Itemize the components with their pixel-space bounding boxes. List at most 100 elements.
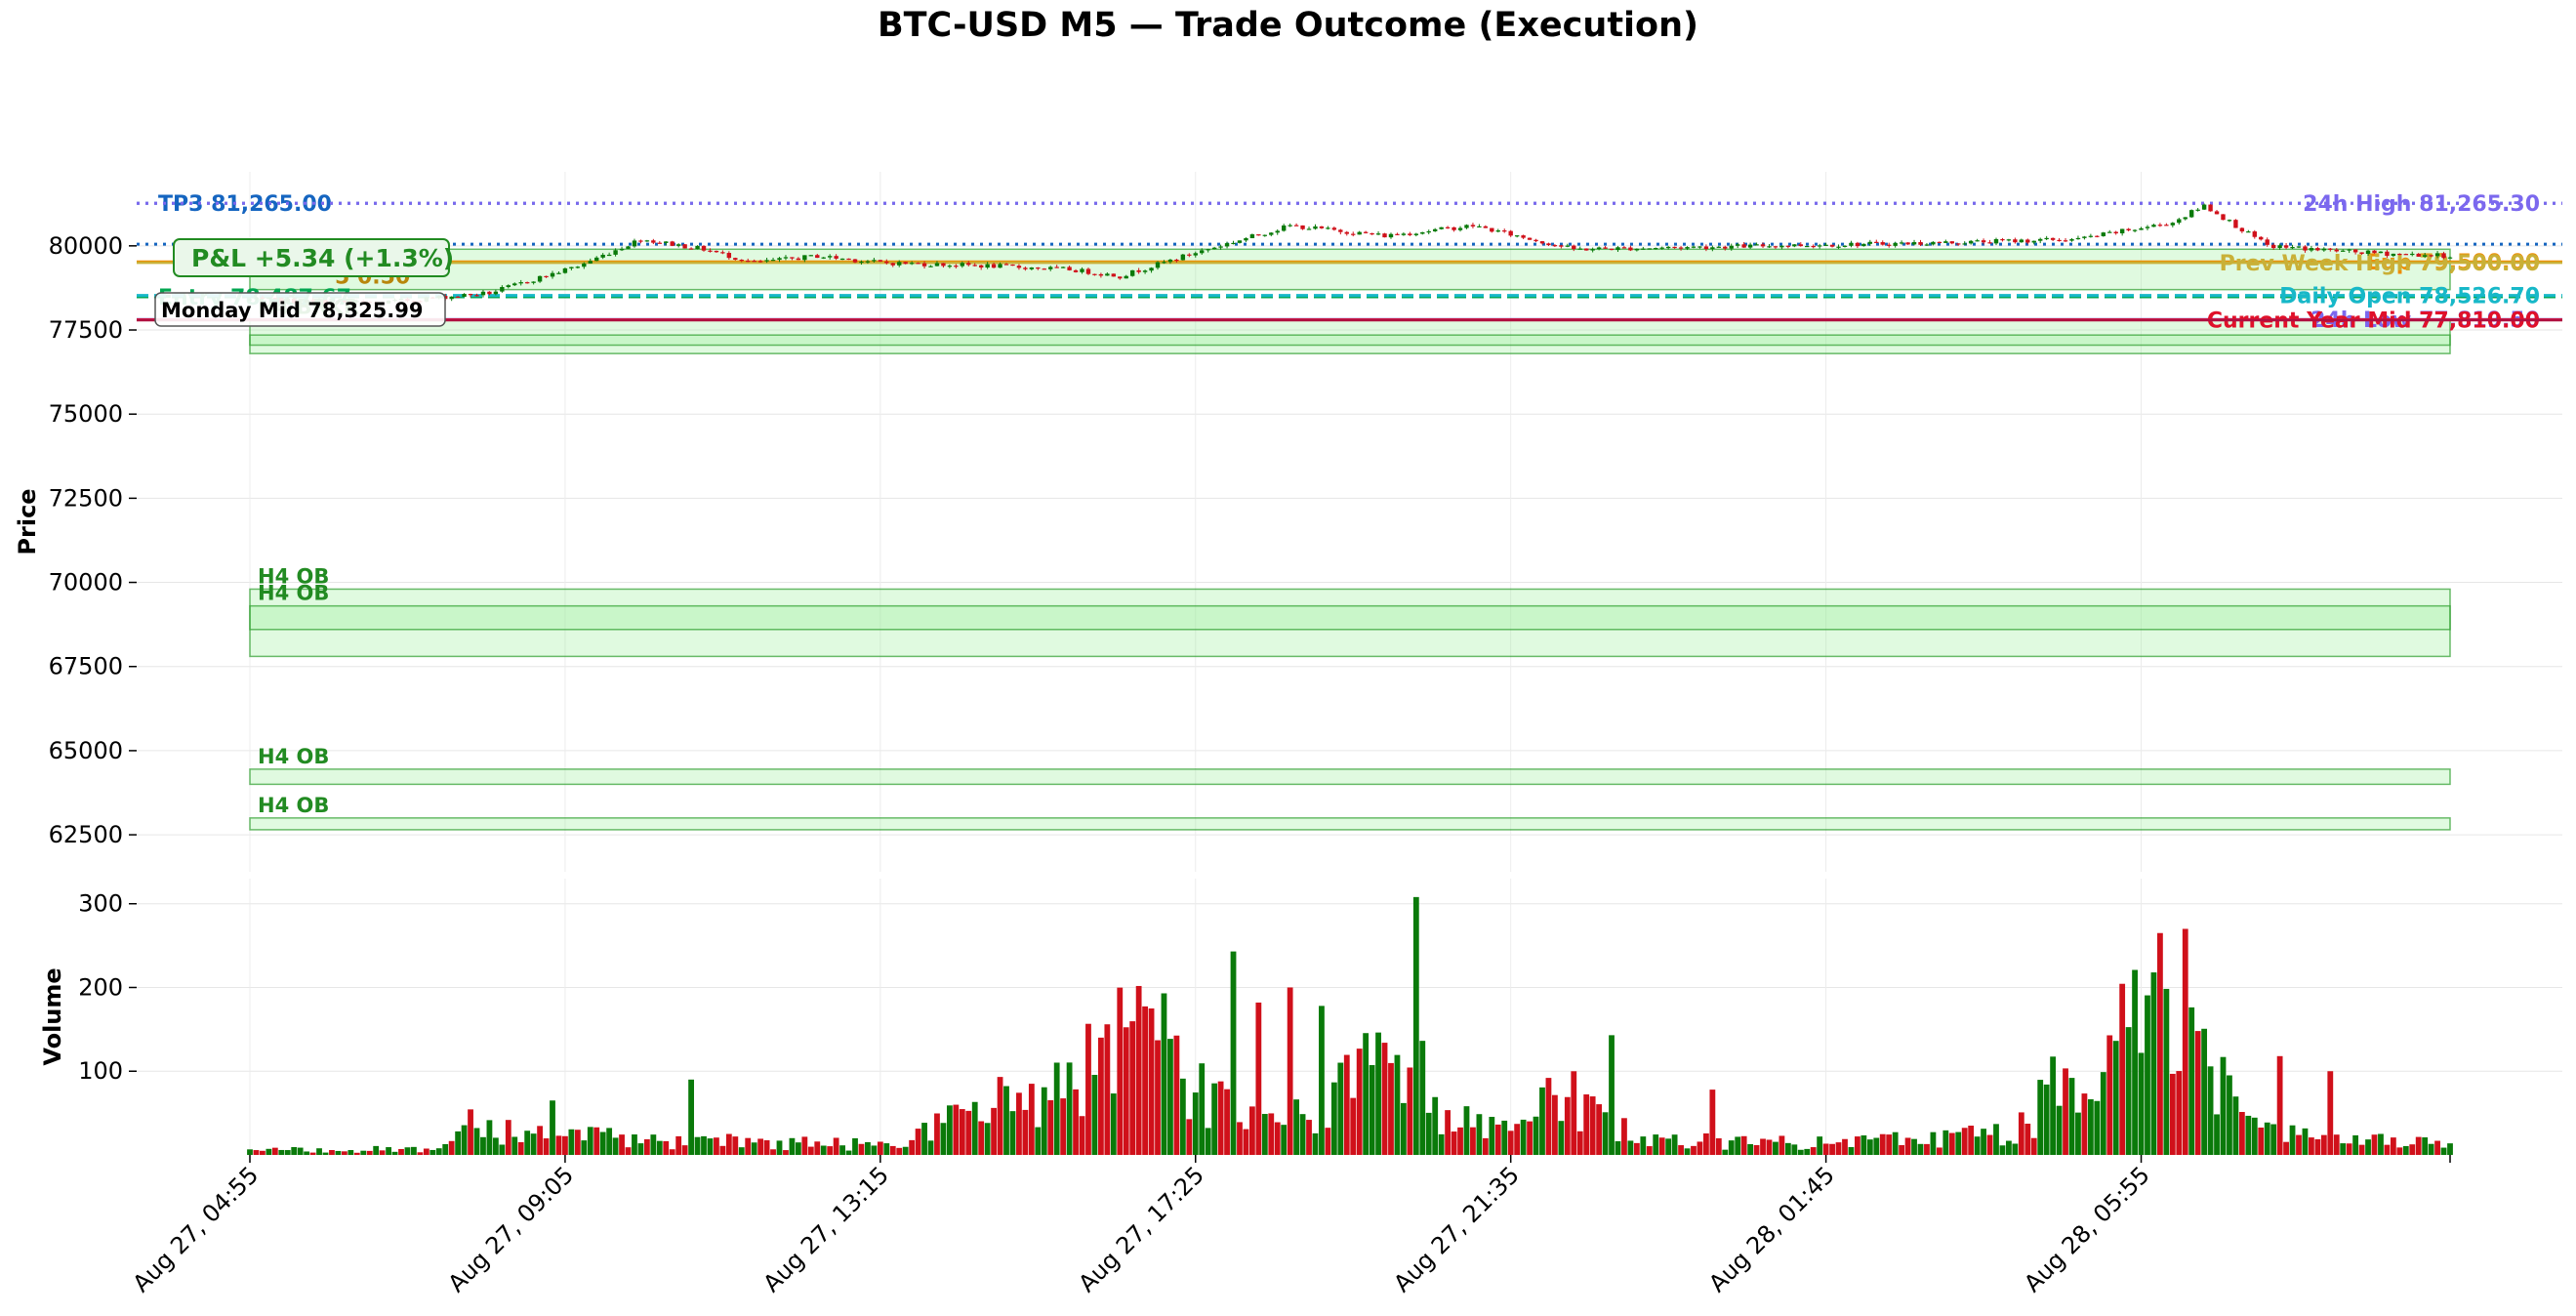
candle-body [1861, 243, 1866, 247]
candle-body [1363, 231, 1369, 233]
volume-bar [877, 1141, 883, 1155]
volume-bar [2112, 1041, 2119, 1155]
x-tick-label: Aug 28, 01:45 [1703, 1161, 1840, 1297]
candle-body [714, 250, 719, 253]
volume-bar [1407, 1067, 1413, 1155]
candle-body [1490, 227, 1494, 232]
volume-bar [2214, 1114, 2220, 1155]
volume-bar [978, 1121, 985, 1155]
candle-body [2283, 245, 2289, 248]
candle-body [1237, 240, 1243, 243]
candle-body [985, 264, 990, 268]
volume-bar [543, 1138, 550, 1155]
x-tick-label: Aug 27, 17:25 [1073, 1161, 1209, 1297]
candle-body [2434, 253, 2440, 257]
volume-bar [1085, 1023, 1091, 1155]
zone-rect [249, 248, 2451, 291]
volume-bar [1866, 1139, 1873, 1155]
candle-body [1798, 244, 1803, 247]
candle-body [2328, 248, 2333, 250]
candle-body [1836, 246, 1841, 248]
y-tick-label: 77500 [49, 316, 123, 344]
candle-body [1918, 242, 1923, 245]
candle-body [1596, 247, 1602, 250]
candle-body [2119, 228, 2125, 234]
volume-bar [2068, 1078, 2075, 1155]
volume-tick-label: 100 [78, 1057, 123, 1085]
candle-body [954, 266, 959, 267]
volume-bar [770, 1149, 776, 1155]
volume-bar [1822, 1143, 1829, 1155]
candle-body [1155, 262, 1161, 268]
volume-bar [2309, 1137, 2314, 1155]
candle-body [1981, 240, 1986, 243]
candle-body [733, 258, 738, 261]
volume-bar [934, 1113, 940, 1155]
volume-bar [965, 1110, 972, 1155]
volume-bar [404, 1147, 411, 1155]
y-tick-label: 67500 [49, 653, 123, 680]
price-grid [137, 172, 2562, 872]
volume-bar [1319, 1006, 1325, 1155]
volume-bar [499, 1144, 506, 1155]
candle-body [1716, 246, 1722, 248]
candle-body [1331, 227, 1337, 230]
volume-bar [2270, 1124, 2277, 1155]
volume-bar [2030, 1137, 2037, 1155]
candle-body [2359, 252, 2364, 255]
volume-bar [1009, 1111, 1016, 1155]
volume-bar [455, 1131, 462, 1155]
volume-bar [2176, 1071, 2183, 1155]
y-tick-label: 80000 [49, 232, 123, 260]
candle-body [872, 260, 877, 262]
candle-body [1029, 267, 1035, 269]
candle-body [921, 263, 927, 267]
volume-bar [1293, 1099, 1300, 1155]
candle-body [2290, 247, 2295, 249]
volume-bar [2201, 1028, 2208, 1155]
volume-bar [329, 1150, 335, 1155]
volume-bar [1576, 1131, 1583, 1155]
volume-bar [1678, 1145, 1684, 1155]
candle-body [1244, 237, 1248, 241]
volume-bar [461, 1125, 468, 1155]
candle-body [2113, 231, 2118, 234]
volume-bar [1551, 1094, 1558, 1155]
volume-bar [1457, 1127, 1463, 1155]
candle-body [582, 263, 587, 267]
volume-bar [304, 1151, 310, 1155]
candle-body [651, 240, 656, 243]
volume-bar [669, 1149, 675, 1155]
candle-body [2410, 253, 2415, 256]
candle-body [1811, 245, 1816, 248]
candle-body [1256, 234, 1261, 236]
level-label: Daily Open 78,526.70 [2279, 285, 2540, 309]
candle-body [468, 294, 473, 296]
volume-bar [2106, 1035, 2113, 1155]
volume-bar [1810, 1147, 1817, 1155]
volume-bar [1936, 1147, 1942, 1155]
volume-bar [2428, 1143, 2434, 1155]
candle-body [839, 258, 845, 261]
candle-body [2177, 219, 2182, 224]
volume-bar [1817, 1136, 1823, 1155]
candle-body [1665, 246, 1671, 249]
candle-body [1313, 226, 1318, 229]
volume-bar [1791, 1144, 1798, 1155]
volume-bar [1476, 1114, 1483, 1155]
volume-bar [505, 1120, 511, 1155]
candle-body [1792, 244, 1797, 247]
volume-bar [473, 1128, 480, 1155]
candle-body [796, 258, 801, 261]
volume-bar [309, 1152, 316, 1155]
candle-body [1300, 225, 1305, 229]
volume-bar [714, 1137, 719, 1155]
candle-body [537, 275, 543, 282]
volume-bar [1609, 1035, 1615, 1155]
monday-mid-label: Monday Mid 78,325.99 [161, 299, 424, 322]
candle-body [1962, 243, 1967, 245]
volume-bar [1615, 1140, 1621, 1155]
volume-bar [379, 1150, 386, 1155]
volume-bar [1243, 1129, 1249, 1155]
candle-body [2403, 254, 2408, 256]
